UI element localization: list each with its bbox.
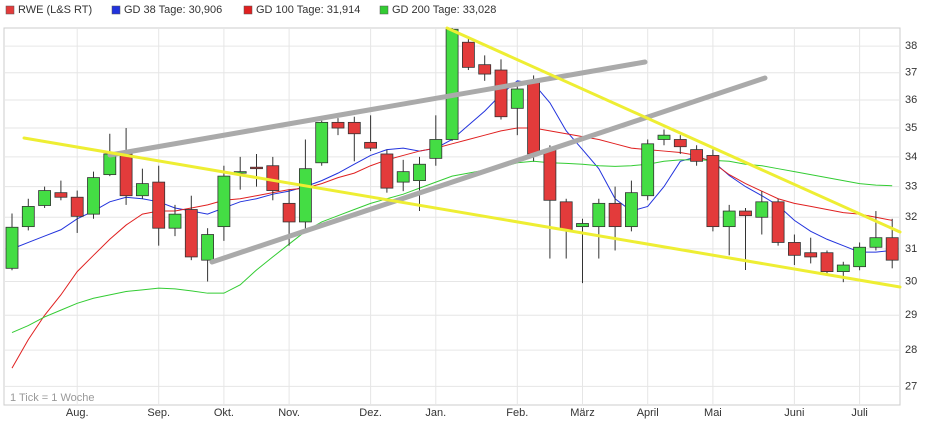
legend-swatch	[111, 5, 121, 15]
candle-body	[885, 237, 899, 261]
candle-body	[820, 252, 834, 272]
x-tick-label: Aug.	[66, 407, 89, 419]
y-tick-label: 32	[905, 211, 917, 223]
candle-body	[771, 201, 785, 243]
candle-body	[804, 252, 818, 258]
candle-body	[576, 223, 589, 228]
candle-body	[5, 226, 19, 269]
x-tick-label: Nov.	[278, 407, 300, 419]
candle-body	[836, 264, 850, 272]
candle-body	[413, 163, 426, 182]
candle-body	[494, 69, 508, 118]
candle-body	[592, 202, 606, 228]
legend: RWE (L&S RT) GD 38 Tage: 30,906 GD 100 Tag…	[5, 4, 496, 16]
y-tick-label: 33	[905, 181, 917, 193]
y-tick-label: 38	[905, 40, 917, 52]
candle-body	[608, 202, 622, 228]
candle-body	[70, 196, 84, 217]
candle-body	[869, 237, 883, 248]
candle-body	[119, 153, 133, 197]
ma-line	[11, 159, 893, 334]
x-tick-label: Juni	[784, 407, 804, 419]
candles	[5, 28, 899, 284]
candle-body	[510, 88, 524, 109]
candle-body	[527, 80, 540, 155]
legend-label: GD 100 Tage: 31,914	[256, 4, 360, 16]
candle-body	[396, 171, 410, 183]
candle-body	[331, 121, 345, 129]
candle-body	[429, 139, 443, 159]
candle-body	[445, 28, 459, 140]
candle-body	[478, 64, 492, 75]
candle-body	[673, 139, 687, 148]
legend-label: GD 200 Tage: 33,028	[392, 4, 496, 16]
y-tick-label: 37	[905, 67, 917, 79]
candle-body	[543, 149, 557, 201]
candle-body	[298, 168, 312, 223]
y-tick-label: 35	[905, 122, 917, 134]
candle-body	[853, 246, 866, 268]
candle-body	[250, 166, 263, 170]
y-tick-label: 34	[905, 151, 917, 163]
candle-body	[722, 210, 736, 228]
candle-body	[625, 192, 638, 228]
x-tick-label: Okt.	[214, 407, 234, 419]
candle-body	[87, 177, 100, 215]
y-tick-label: 30	[905, 275, 917, 287]
candle-body	[184, 209, 198, 258]
candle-body	[201, 234, 215, 261]
y-tick-label: 31	[905, 243, 917, 255]
candle-body	[657, 134, 671, 140]
legend-swatch	[243, 5, 253, 15]
legend-label: GD 38 Tage: 30,906	[124, 4, 222, 16]
annotation: 1 Tick = 1 Woche	[10, 392, 94, 404]
candle-body	[788, 242, 801, 256]
candle-body	[282, 202, 296, 223]
trend-lines	[22, 26, 902, 289]
candle-body	[461, 41, 475, 68]
x-tick-label: Jan.	[425, 407, 446, 419]
x-tick-label: April	[637, 407, 659, 419]
x-tick-label: Mai	[704, 407, 722, 419]
candle-body	[641, 143, 655, 197]
candle-body	[364, 141, 378, 149]
candle-body	[38, 190, 51, 206]
candle-body	[706, 155, 720, 228]
x-tick-label: Dez.	[359, 407, 382, 419]
y-tick-label: 36	[905, 94, 917, 106]
candle-body	[347, 121, 361, 135]
candle-body	[217, 175, 231, 228]
candle-body	[135, 183, 149, 197]
legend-swatch	[379, 5, 389, 15]
candle-body	[54, 192, 68, 198]
trend-line	[22, 136, 902, 289]
trend-line	[209, 75, 768, 265]
candle-body	[21, 206, 35, 228]
candle-body	[168, 213, 182, 229]
candle-body	[380, 153, 394, 189]
y-tick-label: 29	[905, 309, 917, 321]
legend-label: RWE (L&S RT)	[18, 4, 92, 16]
candle-body	[315, 121, 329, 164]
x-tick-label: Juli	[851, 407, 868, 419]
trend-line	[445, 26, 902, 234]
candle-body	[152, 181, 166, 229]
y-tick-label: 28	[905, 344, 917, 356]
x-tick-label: Sep.	[147, 407, 170, 419]
candle-body	[690, 149, 703, 162]
candle-body	[755, 201, 769, 218]
y-tick-label: 27	[905, 380, 917, 392]
candle-body	[739, 210, 752, 217]
x-tick-label: März	[570, 407, 594, 419]
candle-body	[559, 201, 573, 231]
x-tick-label: Feb.	[506, 407, 528, 419]
legend-swatch	[5, 5, 15, 15]
